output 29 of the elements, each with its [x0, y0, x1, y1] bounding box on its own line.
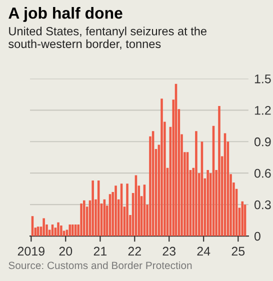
source-note: Source: Customs and Border Protection: [8, 261, 192, 270]
bar: [92, 180, 94, 236]
x-tick-label: 21: [94, 246, 107, 256]
bar: [126, 184, 128, 236]
bar: [68, 224, 72, 236]
y-tick-label: 0.9: [254, 137, 271, 146]
bar: [80, 204, 82, 236]
bar: [206, 170, 209, 236]
x-tick-label: 23: [162, 246, 176, 256]
x-tick-label: 24: [197, 246, 210, 256]
x-tick-label: 2019: [18, 246, 44, 256]
x-tick-label: 25: [232, 246, 245, 256]
bar: [57, 222, 60, 236]
bar: [60, 226, 62, 236]
x-tick-label: 20: [59, 246, 72, 256]
x-tick-label: 22: [128, 246, 141, 256]
bar: [160, 98, 163, 236]
bar: [114, 186, 117, 236]
bar: [83, 200, 86, 236]
y-tick-label: 0.6: [254, 168, 271, 178]
y-tick-label: 1.5: [254, 74, 271, 84]
bar: [218, 106, 220, 236]
y-tick-label: 1.2: [254, 106, 271, 115]
chart-title: A job half done: [8, 7, 122, 22]
y-tick-label: 0.3: [254, 200, 271, 210]
y-tick-label: 0: [254, 232, 260, 241]
bar: [195, 131, 198, 236]
chart-subtitle: United States, fentanyl seizures at the south-western border, tonnes: [8, 26, 207, 50]
bar: [42, 218, 45, 236]
